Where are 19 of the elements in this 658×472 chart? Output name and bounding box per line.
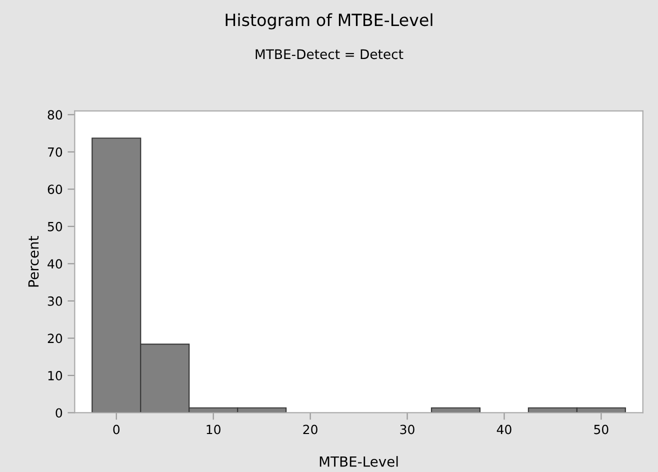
x-tick-label: 50 [594,424,608,434]
x-axis-title: MTBE-Level [320,456,398,467]
y-axis-title: Percent [28,236,39,287]
y-tick-label: 70 [48,147,62,157]
y-tick-label: 20 [48,334,62,344]
x-tick-label: 0 [113,424,120,434]
chart-subtitle: MTBE-Detect = Detect [256,49,404,60]
y-tick-label: 30 [48,296,62,306]
x-tick-label: 10 [206,424,220,434]
x-tick-label: 30 [400,424,414,434]
x-tick-label: 20 [303,424,318,434]
y-tick-label: 10 [48,370,62,380]
y-tick-label: 40 [48,259,62,269]
chart-title: Histogram of MTBE-Level [226,13,432,30]
y-tick-label: 60 [48,184,62,194]
x-tick-label: 40 [496,424,512,434]
y-tick-label: 0 [56,408,62,418]
y-tick-label: 80 [48,110,62,120]
y-tick-label: 50 [48,222,62,232]
